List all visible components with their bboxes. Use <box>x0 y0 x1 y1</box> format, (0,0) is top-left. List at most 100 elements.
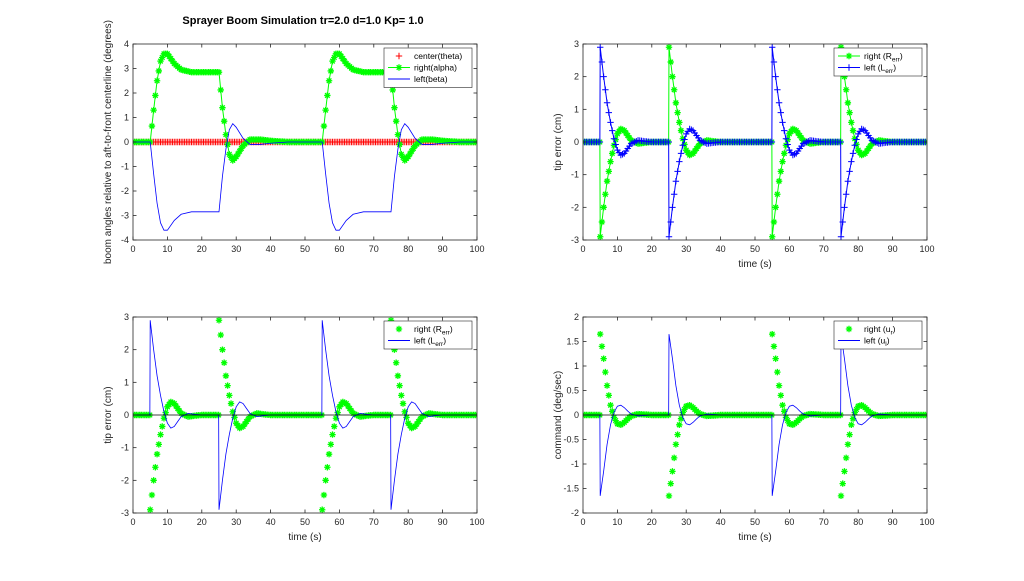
data-point <box>841 73 848 80</box>
legend-marker <box>845 64 853 71</box>
data-point <box>334 409 341 416</box>
data-point <box>231 414 238 421</box>
series-left(beta)-2-line <box>133 122 477 231</box>
data-point <box>677 415 685 422</box>
x-tick-label: 60 <box>784 244 794 254</box>
data-point <box>672 178 680 185</box>
x-tick-label: 20 <box>647 517 657 527</box>
data-point <box>853 136 860 143</box>
y-tick-label: 2 <box>574 312 579 322</box>
data-point <box>607 158 614 165</box>
x-tick-label: 40 <box>716 517 726 527</box>
data-point <box>679 135 686 142</box>
data-point <box>597 44 604 51</box>
x-tick-label: 70 <box>819 244 829 254</box>
data-point <box>779 119 786 126</box>
x-tick-label: 90 <box>888 517 898 527</box>
data-point <box>332 415 340 422</box>
data-point <box>324 92 331 99</box>
x-tick-label: 20 <box>647 244 657 254</box>
legend-label: center(theta) <box>414 51 462 61</box>
data-point <box>772 355 779 362</box>
data-point <box>153 451 161 458</box>
data-point <box>779 158 786 165</box>
legend-label-subscript: err <box>442 330 451 337</box>
plot-data <box>133 50 477 231</box>
data-point <box>676 421 683 428</box>
data-point <box>846 168 853 175</box>
data-point <box>603 99 611 106</box>
legend-item: center(theta) <box>395 51 462 61</box>
data-point <box>406 150 414 158</box>
data-point <box>405 153 412 160</box>
data-point <box>160 415 168 422</box>
data-point <box>782 142 790 149</box>
legend-label-main: left(beta) <box>414 74 448 84</box>
data-point <box>770 58 778 66</box>
data-point <box>408 147 415 155</box>
x-tick-label: 30 <box>231 517 241 527</box>
data-point <box>610 414 618 421</box>
data-point <box>389 86 396 94</box>
data-point <box>391 104 398 111</box>
data-point <box>769 330 776 338</box>
data-point <box>222 372 230 379</box>
legend: right (ur)left (ul) <box>833 320 923 350</box>
legend-label-main: left (u <box>864 336 886 346</box>
data-point <box>605 392 612 399</box>
data-point <box>224 141 231 148</box>
data-point <box>681 141 688 148</box>
data-point <box>598 58 606 66</box>
y-tick-label: 3 <box>124 64 129 74</box>
data-point <box>841 204 848 211</box>
data-point <box>610 135 618 142</box>
data-point <box>329 431 336 438</box>
data-point <box>676 119 683 126</box>
x-tick-label: 90 <box>438 244 448 254</box>
data-point <box>403 414 410 421</box>
data-point <box>220 359 228 366</box>
legend: right (Rerr)left (Lerr) <box>383 320 473 350</box>
data-point <box>598 218 606 226</box>
data-point <box>665 138 672 146</box>
data-point <box>784 136 791 143</box>
x-tick-label: 100 <box>919 517 934 527</box>
data-point <box>784 141 791 148</box>
data-point <box>401 408 408 415</box>
data-point <box>775 178 783 185</box>
y-tick-label: -1 <box>121 162 129 172</box>
data-point <box>842 191 850 198</box>
data-point <box>677 127 685 134</box>
y-tick-label: 1 <box>574 361 579 371</box>
y-tick-label: 2 <box>124 345 129 355</box>
data-point <box>396 382 403 389</box>
data-point <box>672 441 680 448</box>
data-point <box>398 151 405 158</box>
x-tick-label: 100 <box>469 244 484 254</box>
data-point <box>782 135 790 142</box>
data-point <box>152 92 159 99</box>
chart-panel-bottom-right: 0 10 20 30 40 50 60 70 80 90 100 -2 -1.5 -1 -0.5 0 0.5 1 1… <box>553 312 935 543</box>
x-tick-label: 30 <box>681 517 691 527</box>
data-point <box>600 73 607 80</box>
x-tick-label: 60 <box>334 517 344 527</box>
data-point <box>394 372 402 379</box>
chart-panel-top-left: 0 10 20 30 40 50 60 70 80 90 100 -4 -3 -2 -1 0 1 2 3 4 boom … <box>103 20 485 264</box>
data-point <box>227 400 235 407</box>
x-tick-label: 20 <box>197 244 207 254</box>
data-point <box>612 417 619 424</box>
legend-marker <box>395 64 403 71</box>
legend-label-suffix: ) <box>900 51 903 61</box>
data-point <box>392 359 400 366</box>
data-point <box>851 135 858 142</box>
data-point <box>844 441 852 448</box>
data-point <box>148 122 156 130</box>
data-point <box>324 464 331 471</box>
legend: center(theta) right(alpha)left(beta) <box>383 47 473 88</box>
data-point <box>839 480 846 487</box>
data-point <box>226 392 233 399</box>
data-point <box>217 86 224 94</box>
x-axis-label: time (s) <box>738 259 771 270</box>
data-point <box>155 67 162 75</box>
x-tick-label: 80 <box>853 244 863 254</box>
